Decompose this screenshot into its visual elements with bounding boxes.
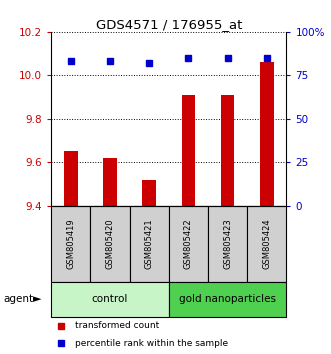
Text: percentile rank within the sample: percentile rank within the sample — [75, 339, 228, 348]
Text: control: control — [92, 294, 128, 304]
Bar — [90, 206, 130, 282]
Bar — [130, 206, 169, 282]
Bar — [169, 206, 208, 282]
Bar — [221, 95, 234, 206]
Bar — [142, 179, 156, 206]
Bar — [208, 206, 247, 282]
Title: GDS4571 / 176955_at: GDS4571 / 176955_at — [96, 18, 242, 31]
Bar — [260, 62, 274, 206]
Bar — [247, 206, 286, 282]
Text: GSM805421: GSM805421 — [145, 218, 154, 269]
Text: agent: agent — [3, 294, 33, 304]
Bar — [64, 151, 78, 206]
Text: GSM805422: GSM805422 — [184, 218, 193, 269]
Text: GSM805420: GSM805420 — [106, 218, 115, 269]
Bar — [103, 158, 117, 206]
Bar — [51, 282, 169, 317]
Bar — [51, 206, 90, 282]
Text: gold nanoparticles: gold nanoparticles — [179, 294, 276, 304]
Bar — [169, 282, 286, 317]
Text: GSM805424: GSM805424 — [262, 218, 271, 269]
Bar — [181, 95, 195, 206]
Text: ►: ► — [33, 294, 42, 304]
Text: GSM805419: GSM805419 — [67, 218, 75, 269]
Text: GSM805423: GSM805423 — [223, 218, 232, 269]
Text: transformed count: transformed count — [75, 321, 159, 330]
